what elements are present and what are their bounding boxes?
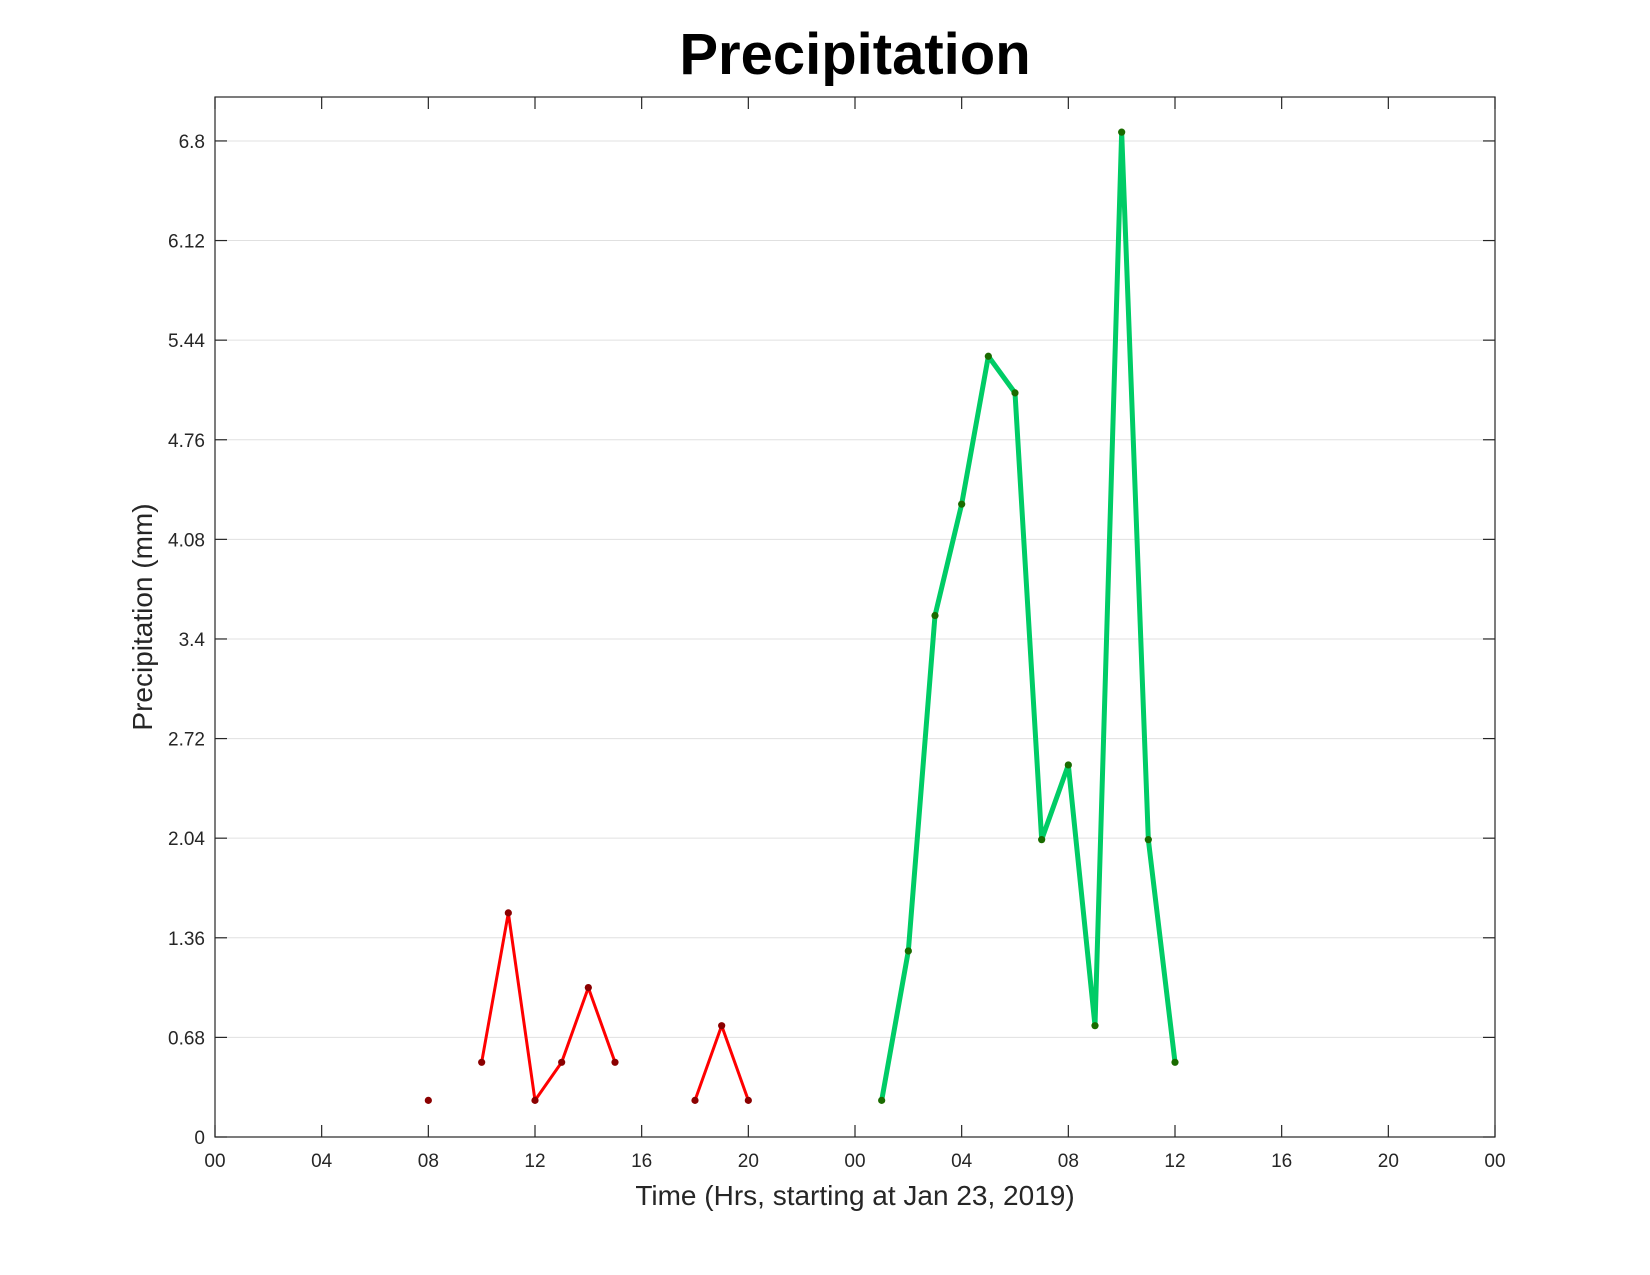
series-1-point <box>504 909 512 917</box>
x-tick-label: 00 <box>204 1151 225 1172</box>
y-tick-label: 0 <box>194 1128 205 1149</box>
x-tick-label: 04 <box>311 1151 333 1172</box>
y-tick-labels: 0 0.68 1.36 2.04 2.72 3.4 4.08 4.76 5.44 6.12 6.8 <box>168 132 205 1149</box>
y-tick-label: 2.04 <box>168 829 205 850</box>
series-2-point <box>1091 1022 1099 1030</box>
plot-area <box>215 97 1495 1137</box>
series-2-point <box>1038 836 1046 844</box>
y-tick-label: 2.72 <box>168 730 205 751</box>
series-1-point <box>718 1022 726 1030</box>
series-2-point <box>958 500 966 508</box>
series-1-point <box>478 1058 486 1066</box>
series-1-line <box>480 911 617 1102</box>
x-tick-label: 04 <box>951 1151 973 1172</box>
y-tick-label: 1.36 <box>168 929 205 950</box>
y-tick-label: 0.68 <box>168 1028 205 1049</box>
series-1-point <box>611 1058 619 1066</box>
y-tick-label: 4.76 <box>168 431 205 452</box>
x-tick-label: 08 <box>1058 1151 1079 1172</box>
y-tick-label: 3.4 <box>179 630 206 651</box>
x-tick-label: 00 <box>1484 1151 1505 1172</box>
series-1-point <box>424 1096 432 1104</box>
x-tick-label: 12 <box>1164 1151 1185 1172</box>
series-2-line <box>879 129 1178 1103</box>
x-tick-labels: 00 04 08 12 16 20 00 04 08 12 16 20 00 <box>204 1151 1505 1172</box>
x-tick-label: 16 <box>1271 1151 1292 1172</box>
y-tick-label: 5.44 <box>168 331 205 352</box>
series-2-point <box>1171 1058 1179 1066</box>
chart-title: Precipitation <box>679 22 1030 87</box>
series-1-point <box>558 1058 566 1066</box>
x-tick-label: 20 <box>738 1151 759 1172</box>
series-2-point <box>1064 761 1072 769</box>
x-tick-label: 16 <box>631 1151 652 1172</box>
series-1-point <box>584 983 592 992</box>
series-2-point <box>984 352 992 360</box>
x-tick-label: 00 <box>844 1151 865 1172</box>
x-tick-label: 20 <box>1378 1151 1399 1172</box>
series-2-point <box>904 947 912 955</box>
y-axis-label: Precipitation (mm) <box>127 503 158 730</box>
series-1-point <box>691 1096 699 1104</box>
series-2-point <box>931 611 939 620</box>
x-tick-label: 08 <box>418 1151 439 1172</box>
series-2-point <box>1118 128 1126 136</box>
y-tick-label: 4.08 <box>168 530 205 551</box>
x-axis-label: Time (Hrs, starting at Jan 23, 2019) <box>635 1180 1074 1211</box>
y-tick-label: 6.12 <box>168 232 205 253</box>
series-2-point <box>1011 389 1019 397</box>
series-2-point <box>878 1096 886 1104</box>
y-tick-label: 6.8 <box>179 132 205 153</box>
axis-ticks <box>214 97 1496 1138</box>
gridlines <box>215 140 1495 1038</box>
x-tick-label: 12 <box>524 1151 545 1172</box>
series-markers <box>424 128 1179 1104</box>
series-2-point <box>1144 836 1152 844</box>
series-1-point <box>531 1096 539 1104</box>
series-1-point <box>744 1096 752 1104</box>
